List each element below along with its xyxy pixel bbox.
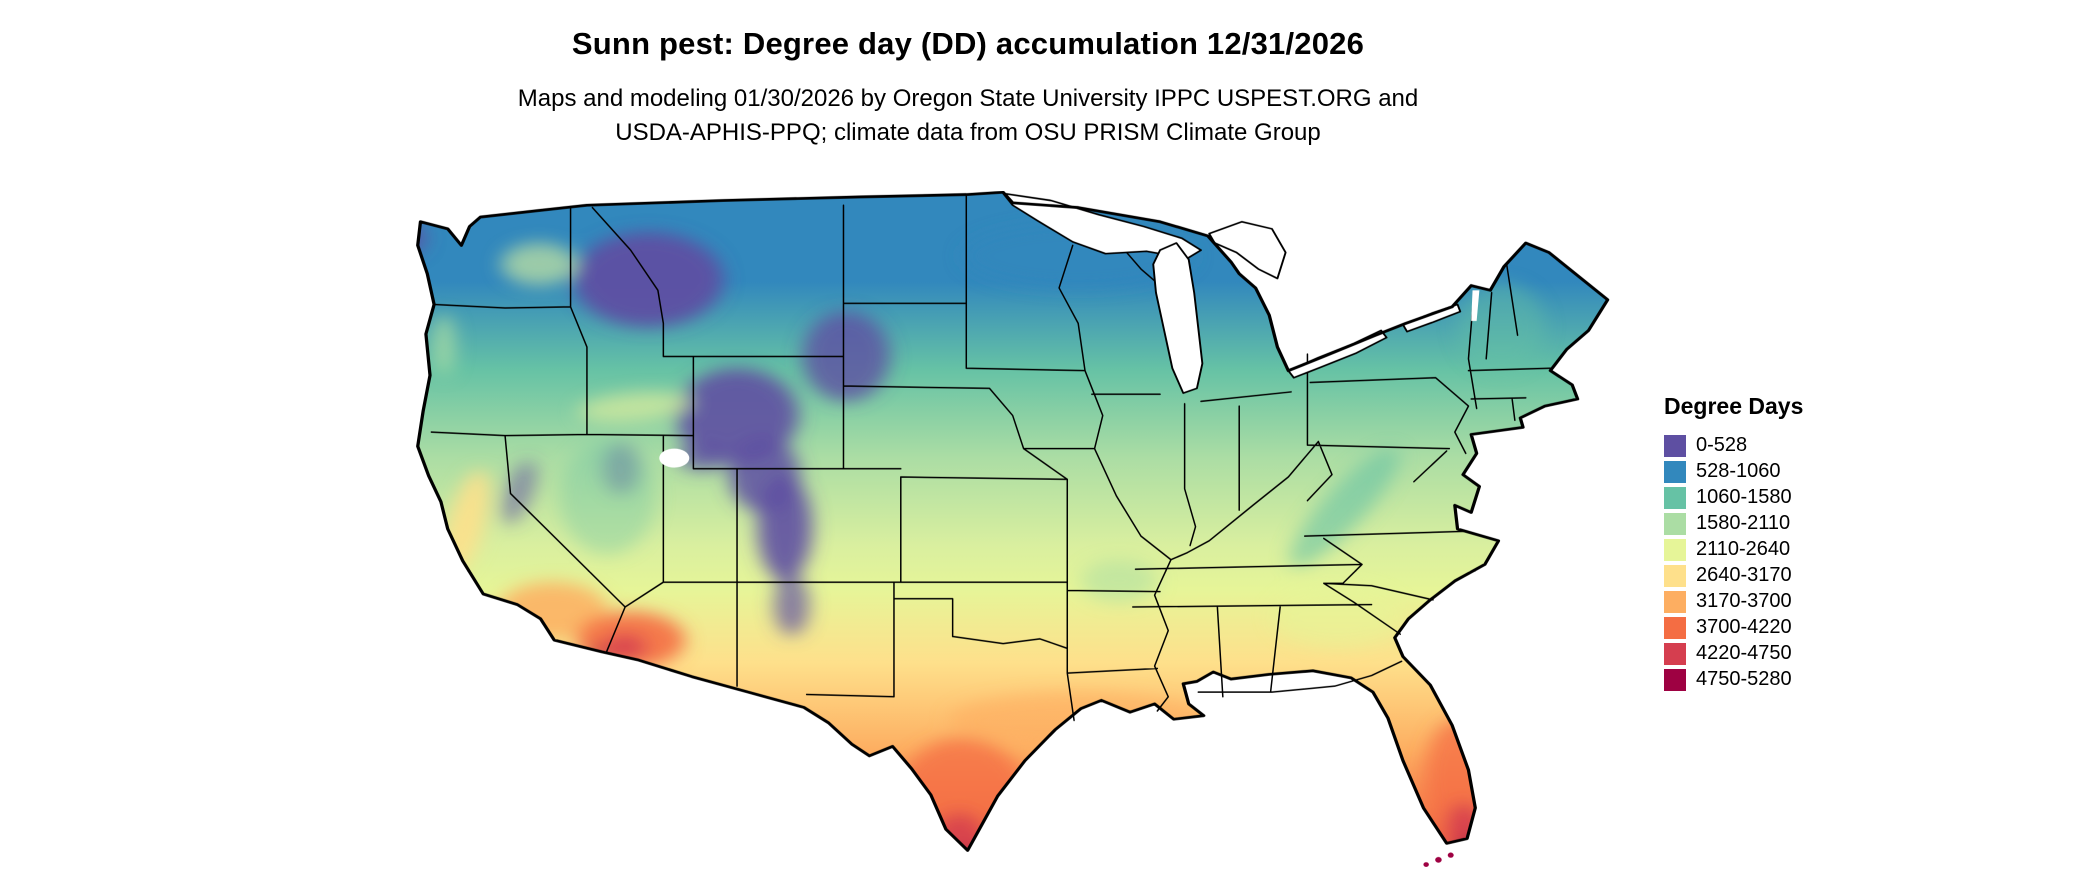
legend-item: 4750-5280 — [1664, 668, 1924, 691]
legend-swatch — [1664, 668, 1686, 691]
legend-item-label: 528-1060 — [1696, 460, 1781, 482]
legend-item: 1580-2110 — [1664, 512, 1924, 535]
legend-item-label: 3700-4220 — [1696, 616, 1792, 638]
lake-champlain — [1471, 290, 1480, 321]
legend-swatch — [1664, 564, 1686, 587]
lake-huron — [1208, 220, 1287, 280]
legend-swatch — [1664, 590, 1686, 613]
page-title: Sunn pest: Degree day (DD) accumulation … — [571, 26, 1365, 61]
legend-item: 1060-1580 — [1664, 486, 1924, 509]
legend-item: 2640-3170 — [1664, 564, 1924, 587]
legend-item-label: 0-528 — [1696, 434, 1748, 456]
great-salt-lake — [659, 448, 690, 468]
map-subtitle: Maps and modeling 01/30/2026 by Oregon S… — [0, 82, 1936, 150]
legend-item-label: 1580-2110 — [1696, 512, 1791, 534]
legend-items: 0-528 528-1060 1060-1580 1580-2110 2110-… — [1664, 434, 1924, 691]
legend-item-label: 4220-4750 — [1696, 642, 1792, 664]
map-header: Sunn pest: Degree day (DD) accumulation … — [0, 26, 1936, 150]
legend-item-label: 1060-1580 — [1696, 486, 1792, 508]
legend-item: 528-1060 — [1664, 460, 1924, 483]
legend-item-label: 2110-2640 — [1696, 538, 1791, 560]
legend-swatch — [1664, 434, 1686, 457]
legend-swatch — [1664, 512, 1686, 535]
legend: Degree Days 0-528 528-1060 1060-1580 158… — [1664, 393, 1924, 694]
legend-swatch — [1664, 642, 1686, 665]
state-borders — [431, 195, 1550, 721]
legend-item: 3170-3700 — [1664, 590, 1924, 613]
subtitle-line-1: Maps and modeling 01/30/2026 by Oregon S… — [517, 85, 1419, 112]
legend-swatch — [1664, 616, 1686, 639]
legend-item: 2110-2640 — [1664, 538, 1924, 561]
lake-michigan — [1152, 242, 1204, 394]
legend-swatch — [1664, 486, 1686, 509]
legend-item: 3700-4220 — [1664, 616, 1924, 639]
legend-item-label: 2640-3170 — [1696, 564, 1792, 586]
florida-keys — [1423, 852, 1454, 867]
legend-item: 4220-4750 — [1664, 642, 1924, 665]
legend-title: Degree Days — [1664, 393, 1804, 419]
degree-day-color-field — [417, 192, 1608, 851]
subtitle-line-2: USDA-APHIS-PPQ; climate data from OSU PR… — [615, 119, 1321, 146]
us-map-svg — [416, 191, 1610, 867]
legend-swatch — [1664, 460, 1686, 483]
legend-item-label: 3170-3700 — [1696, 590, 1792, 612]
legend-item-label: 4750-5280 — [1696, 668, 1792, 690]
us-degree-day-map — [314, 191, 1624, 892]
legend-swatch — [1664, 538, 1686, 561]
legend-item: 0-528 — [1664, 434, 1924, 457]
